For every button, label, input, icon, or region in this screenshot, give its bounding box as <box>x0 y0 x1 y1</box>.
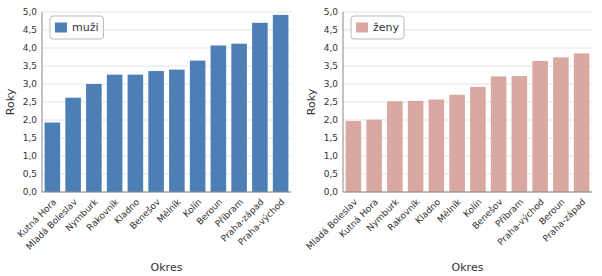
legend-label: ženy <box>373 21 400 34</box>
figure: 0,00,51,01,52,02,53,03,54,04,55,0Kutná H… <box>0 0 602 276</box>
x-tick-label: Praha-západ <box>541 197 588 244</box>
x-axis-label: Okres <box>452 261 484 274</box>
bar <box>45 123 61 192</box>
x-tick-label: Praha-východ <box>236 197 286 247</box>
panel: 0,00,51,01,52,02,53,03,54,04,55,0Mladá B… <box>304 7 592 275</box>
legend: ženy <box>351 16 404 39</box>
legend: muži <box>50 16 104 39</box>
grid-line <box>343 12 592 13</box>
y-tick-label: 3,5 <box>23 61 37 71</box>
x-tick-label: Mělník <box>155 196 183 224</box>
y-tick-label: 2,0 <box>324 115 339 125</box>
bar <box>470 87 486 192</box>
y-tick-label: 4,0 <box>23 43 38 53</box>
y-axis-line <box>42 12 43 192</box>
y-tick-label: 3,0 <box>324 79 339 89</box>
bar <box>408 101 424 192</box>
bars <box>45 15 289 192</box>
y-tick-label: 1,0 <box>23 151 38 161</box>
legend-swatch <box>356 23 368 33</box>
y-tick-label: 1,5 <box>23 133 37 143</box>
y-tick-label: 5,0 <box>23 7 38 17</box>
y-tick-label: 1,5 <box>324 133 338 143</box>
bar <box>366 120 382 192</box>
y-tick-label: 2,5 <box>23 97 37 107</box>
bar <box>346 121 362 192</box>
y-tick-label: 0,5 <box>324 169 338 179</box>
legend-box <box>50 16 104 39</box>
grid-line <box>42 12 291 13</box>
y-tick-label: 0,0 <box>324 187 339 197</box>
y-tick-label: 3,5 <box>324 61 338 71</box>
grid-line <box>343 48 592 49</box>
y-tick-label: 4,0 <box>324 43 339 53</box>
y-tick-label: 5,0 <box>324 7 339 17</box>
bar <box>148 71 164 192</box>
bar <box>429 99 445 192</box>
y-axis-line <box>343 12 344 192</box>
bar <box>449 95 465 192</box>
y-tick-label: 0,5 <box>23 169 37 179</box>
bar <box>491 76 507 192</box>
y-tick-label: 2,0 <box>23 115 38 125</box>
bars <box>346 53 590 192</box>
x-tick-label: Mělník <box>435 196 463 224</box>
y-tick-label: 1,0 <box>324 151 339 161</box>
legend-swatch <box>55 23 67 33</box>
bar <box>86 84 102 192</box>
bar <box>252 23 268 192</box>
bar <box>387 101 403 192</box>
bar <box>107 75 123 192</box>
y-axis-label: Roky <box>4 88 17 115</box>
bar <box>128 75 144 192</box>
bar <box>211 45 227 192</box>
bar <box>512 76 528 192</box>
y-tick-label: 3,0 <box>23 79 38 89</box>
bar <box>553 57 569 192</box>
x-axis-line <box>343 192 592 193</box>
bar <box>65 98 81 192</box>
grid-line <box>42 192 291 193</box>
bar <box>190 61 206 192</box>
y-tick-label: 0,0 <box>23 187 38 197</box>
bar <box>169 70 185 192</box>
y-tick-label: 4,5 <box>23 25 37 35</box>
y-tick-label: 2,5 <box>324 97 338 107</box>
x-tick-label: Benešov <box>128 196 163 231</box>
bar <box>532 61 548 192</box>
panel: 0,00,51,01,52,02,53,03,54,04,55,0Kutná H… <box>4 7 291 275</box>
bar <box>574 53 590 192</box>
legend-box <box>351 16 404 39</box>
x-axis-line <box>42 192 291 193</box>
legend-label: muži <box>72 21 99 34</box>
grid-line <box>343 192 592 193</box>
x-axis-label: Okres <box>151 261 183 274</box>
bar <box>273 15 289 192</box>
y-tick-label: 4,5 <box>324 25 338 35</box>
bar <box>231 44 247 192</box>
y-axis-label: Roky <box>305 88 318 115</box>
